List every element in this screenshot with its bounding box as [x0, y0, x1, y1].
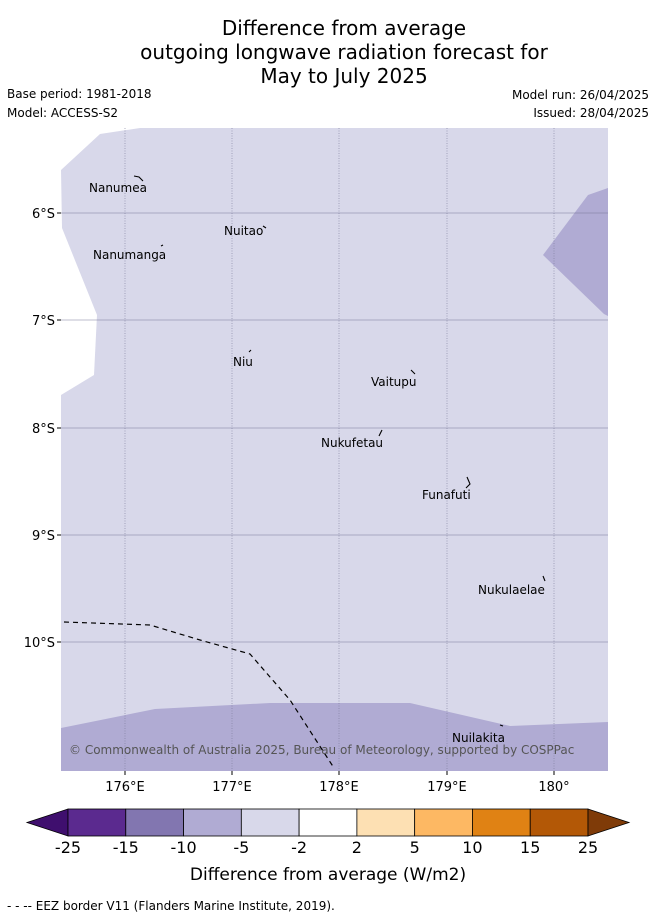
colorbar-extension-low — [25, 808, 69, 837]
anomaly-region-south — [61, 703, 608, 771]
island-label-nuitao: Nuitao — [224, 224, 263, 238]
colorbar-tick-label: -10 — [170, 838, 196, 857]
colorbar-swatch — [414, 808, 473, 837]
island-label-funafuti: Funafuti — [422, 488, 471, 502]
title-line-3: May to July 2025 — [260, 64, 428, 88]
colorbar-tick-label: -2 — [291, 838, 307, 857]
island-shapes — [133, 175, 546, 727]
lat-label-8s: 8°S — [32, 422, 55, 437]
island-nukufetau-shape — [378, 429, 383, 437]
map-title: Difference from average outgoing longwav… — [0, 16, 655, 88]
colorbar-tick-label: -5 — [233, 838, 249, 857]
eez-legend-note: - - -- EEZ border V11 (Flanders Marine I… — [7, 899, 335, 913]
base-period: Base period: 1981-2018 — [7, 87, 152, 101]
colorbar-swatch — [240, 808, 300, 837]
model-name: Model: ACCESS-S2 — [7, 106, 119, 120]
eez-border — [63, 621, 335, 769]
graticule — [61, 128, 608, 771]
title-line-1: Difference from average — [221, 16, 467, 40]
colorbar-swatch — [67, 808, 127, 837]
island-label-nukufetau: Nukufetau — [321, 436, 383, 450]
island-label-vaitupu: Vaitupu — [371, 375, 417, 389]
title-line-2: outgoing longwave radiation forecast for — [140, 40, 548, 64]
island-label-niu: Niu — [233, 355, 253, 369]
colorbar-tick-label: 25 — [578, 838, 598, 857]
island-label-nukulaelae: Nukulaelae — [478, 583, 545, 597]
island-nuilakita-shape — [499, 724, 504, 727]
colorbar-tick-label: 10 — [462, 838, 482, 857]
anomaly-region-east — [543, 188, 608, 316]
island-nuitao-shape — [262, 225, 267, 229]
map-plot-area: Nanumea Nuitao Nanumanga Niu Vaitupu Nuk… — [61, 128, 608, 771]
island-niu-shape — [248, 349, 252, 353]
colorbar-swatch — [298, 808, 358, 837]
lon-label-179e: 179°E — [427, 780, 467, 795]
lat-label-6s: 6°S — [32, 207, 55, 222]
colorbar-tick-label: 15 — [520, 838, 540, 857]
lat-label-7s: 7°S — [32, 314, 55, 329]
island-nanumanga-shape — [160, 244, 164, 247]
colorbar-swatch — [356, 808, 416, 837]
island-nukulaelae-shape — [542, 575, 546, 582]
colorbar-tick-label: 2 — [352, 838, 362, 857]
colorbar-swatch — [472, 808, 531, 837]
island-label-nanumanga: Nanumanga — [93, 248, 166, 262]
copyright-notice: © Commonwealth of Australia 2025, Bureau… — [69, 743, 574, 757]
anomaly-region-light — [61, 128, 608, 771]
colorbar-tick-label: -25 — [55, 838, 81, 857]
lon-label-177e: 177°E — [212, 780, 252, 795]
island-label-nanumea: Nanumea — [89, 181, 147, 195]
colorbar-extension-high — [587, 808, 631, 837]
colorbar-title: Difference from average (W/m2) — [190, 865, 466, 885]
colorbar-tick-label: 5 — [410, 838, 420, 857]
colorbar: -25 -15 -10 -5 -2 2 5 10 15 25 — [25, 808, 631, 857]
lat-label-10s: 10°S — [24, 636, 55, 651]
issued-date: Issued: 28/04/2025 — [533, 106, 649, 120]
lon-label-176e: 176°E — [105, 780, 145, 795]
colorbar-swatch — [529, 808, 589, 837]
lon-label-178e: 178°E — [319, 780, 359, 795]
model-run-date: Model run: 26/04/2025 — [511, 88, 649, 102]
colorbar-tick-label: -15 — [113, 838, 139, 857]
island-nanumea-shape — [133, 175, 144, 182]
lon-label-180: 180° — [538, 780, 569, 795]
lat-label-9s: 9°S — [32, 529, 55, 544]
island-label-nuilakita: Nuilakita — [452, 731, 505, 745]
axis-ticks — [57, 212, 555, 775]
colorbar-swatch — [125, 808, 184, 837]
colorbar-swatch — [183, 808, 242, 837]
island-vaitupu-shape — [410, 369, 416, 375]
island-funafuti-shape — [465, 476, 471, 489]
